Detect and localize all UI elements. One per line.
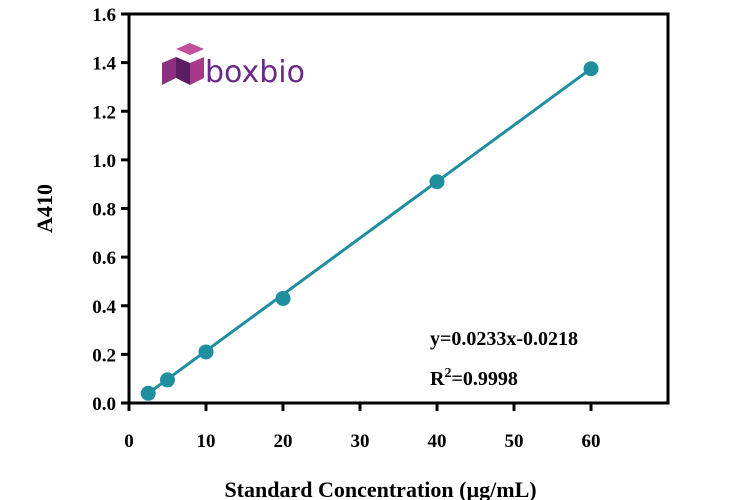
x-tick-label: 40 xyxy=(428,431,447,452)
x-tick-label: 30 xyxy=(351,431,370,452)
x-tick-label: 10 xyxy=(197,431,216,452)
y-axis-title: A410 xyxy=(32,184,57,233)
y-tick-label: 0.2 xyxy=(92,345,116,366)
x-tick-label: 20 xyxy=(274,431,293,452)
logo-cube-front xyxy=(190,57,204,85)
r2-annotation: R2=0.9998 xyxy=(430,366,518,390)
logo-cube-right xyxy=(176,57,190,85)
x-tick-label: 0 xyxy=(124,431,134,452)
y-tick-label: 1.6 xyxy=(92,5,116,26)
x-tick-label: 60 xyxy=(582,431,601,452)
tick-labels: 0.0 0.2 0.4 0.6 0.8 1.0 1.2 1.4 1.6 0 10 20 30 40 50 60 xyxy=(92,5,600,452)
logo-cube-left xyxy=(162,57,176,85)
equation-annotation: y=0.0233x-0.0218 xyxy=(430,328,578,350)
r2-superscript: 2 xyxy=(444,366,451,381)
data-point xyxy=(140,385,156,401)
logo-cube-top xyxy=(176,43,204,55)
data-point xyxy=(429,174,445,190)
y-tick-label: 1.2 xyxy=(92,102,116,123)
data-point xyxy=(198,344,214,360)
axes xyxy=(121,12,670,411)
fit-line-group xyxy=(147,67,592,395)
y-tick-label: 0.8 xyxy=(92,200,116,221)
data-point xyxy=(160,372,175,388)
y-tick-label: 1.0 xyxy=(92,151,116,172)
r2-prefix: R xyxy=(430,368,445,390)
y-tick-label: 0.4 xyxy=(92,297,116,318)
x-axis-title: Standard Concentration (µg/mL) xyxy=(224,477,536,500)
data-point xyxy=(275,290,291,306)
r2-value: =0.9998 xyxy=(451,368,517,390)
y-tick-label: 0.0 xyxy=(92,394,116,415)
x-tick-label: 50 xyxy=(505,431,524,452)
boxbio-logo: boxbio xyxy=(162,43,305,90)
fit-line xyxy=(147,67,592,395)
y-tick-label: 1.4 xyxy=(92,54,116,75)
logo-text: boxbio xyxy=(205,55,305,90)
y-tick-label: 0.6 xyxy=(92,248,116,269)
data-point xyxy=(583,61,599,77)
data-points xyxy=(140,61,599,401)
